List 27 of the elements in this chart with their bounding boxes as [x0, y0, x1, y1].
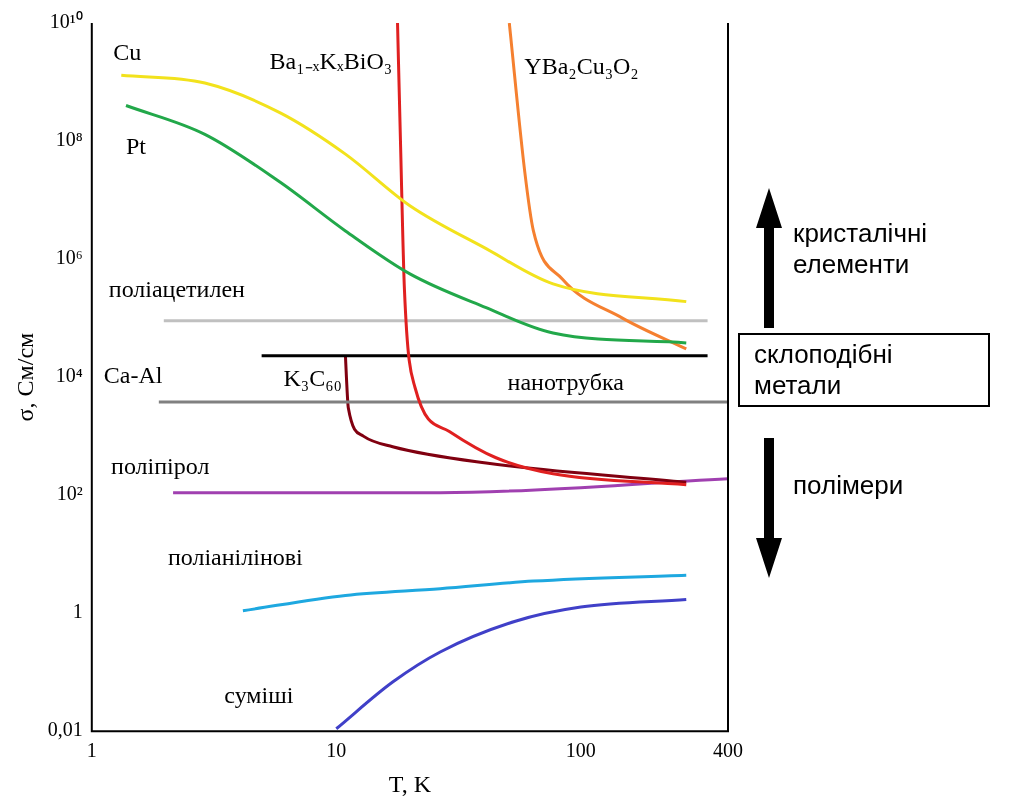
- y-tick-label: 10⁴: [55, 364, 83, 387]
- y-axis-title: σ, См/см: [11, 332, 38, 422]
- x-axis-title: T, K: [388, 770, 432, 797]
- y-tick-label: 10⁶: [55, 246, 83, 269]
- text: полімери: [793, 470, 904, 501]
- x-tick-label: 400: [713, 739, 743, 762]
- series-label: K₃C₆₀: [283, 365, 342, 392]
- y-tick-label: 10²: [56, 482, 83, 505]
- text-box-outline: склоподібні метали: [738, 333, 990, 407]
- series-label: нанотрубка: [507, 369, 625, 396]
- series-label: поліацетилен: [108, 276, 246, 303]
- series-label: YBa₂Cu₃O₂: [524, 53, 639, 80]
- series-label: поліанілінові: [167, 544, 304, 571]
- x-tick-label: 1: [86, 739, 97, 762]
- y-tick-label: 1: [72, 600, 83, 623]
- series-label: суміші: [224, 682, 294, 709]
- x-tick-label: 100: [565, 739, 596, 762]
- y-tick-label: 10⁸: [55, 128, 83, 151]
- y-tick-label: 0,01: [47, 718, 83, 741]
- x-tick-label: 10: [326, 739, 347, 762]
- series-label: Pt: [126, 132, 147, 159]
- y-tick-label: 10¹⁰: [49, 10, 83, 33]
- series-label: поліпірол: [111, 452, 210, 479]
- series-label: Ba₁₋ₓKₓBiO₃: [269, 48, 393, 75]
- series-label: Cu: [113, 38, 142, 65]
- text: кристалічні елементи: [793, 218, 929, 280]
- series-label: Ca-Al: [103, 362, 163, 389]
